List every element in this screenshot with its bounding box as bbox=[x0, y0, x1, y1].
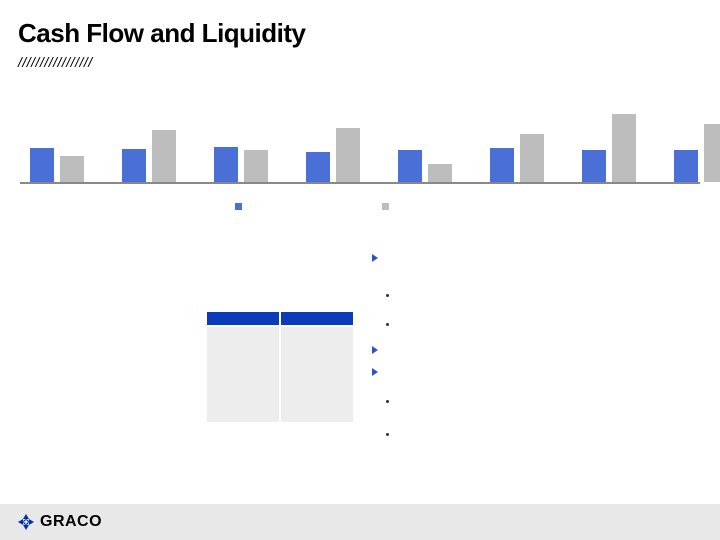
table-header-row bbox=[207, 312, 353, 325]
triangle-bullet-icon bbox=[372, 254, 378, 262]
bullet-list bbox=[372, 252, 692, 439]
bullet-item bbox=[372, 290, 692, 297]
table-body-cell bbox=[281, 327, 353, 422]
dot-bullet-icon bbox=[386, 294, 389, 297]
bar-series-b bbox=[152, 130, 176, 182]
triangle-bullet-icon bbox=[372, 368, 378, 376]
legend-swatch-a bbox=[235, 203, 242, 210]
bar-series-b bbox=[428, 164, 452, 182]
bar-series-a bbox=[674, 150, 698, 182]
page-title: Cash Flow and Liquidity bbox=[18, 18, 306, 49]
bar-series-a bbox=[214, 147, 238, 182]
chart-legend bbox=[235, 203, 389, 210]
bullet-item bbox=[372, 252, 692, 262]
graco-logo-icon bbox=[18, 514, 34, 530]
bullet-item bbox=[372, 429, 692, 436]
brand-logo: GRACO bbox=[18, 513, 102, 531]
bullet-item bbox=[372, 396, 692, 403]
table-body-row bbox=[207, 327, 353, 422]
chart-baseline bbox=[20, 182, 700, 184]
table-header-cell bbox=[207, 312, 279, 325]
triangle-bullet-icon bbox=[372, 346, 378, 354]
bar-series-a bbox=[398, 150, 422, 182]
bullet-item bbox=[372, 366, 692, 376]
brand-name: GRACO bbox=[40, 513, 102, 531]
dot-bullet-icon bbox=[386, 323, 389, 326]
legend-item-a bbox=[235, 203, 242, 210]
table-body-cell bbox=[207, 327, 279, 422]
bar-series-b bbox=[244, 150, 268, 182]
dot-bullet-icon bbox=[386, 433, 389, 436]
bar-series-b bbox=[60, 156, 84, 182]
cash-flow-bar-chart bbox=[20, 100, 700, 190]
bullet-item bbox=[372, 344, 692, 354]
bar-series-a bbox=[582, 150, 606, 182]
bar-series-a bbox=[490, 148, 514, 182]
bullet-item bbox=[372, 319, 692, 326]
bar-series-a bbox=[122, 149, 146, 182]
dot-bullet-icon bbox=[386, 400, 389, 403]
table-header-cell bbox=[281, 312, 353, 325]
footer-bar: GRACO bbox=[0, 504, 720, 540]
bar-series-b bbox=[336, 128, 360, 182]
bar-series-b bbox=[612, 114, 636, 182]
data-table bbox=[205, 310, 355, 424]
legend-item-b bbox=[382, 203, 389, 210]
bar-series-b bbox=[704, 124, 720, 182]
bar-series-b bbox=[520, 134, 544, 182]
bar-series-a bbox=[306, 152, 330, 182]
decorative-slashes: ///////////////// bbox=[18, 54, 93, 70]
legend-swatch-b bbox=[382, 203, 389, 210]
bar-series-a bbox=[30, 148, 54, 182]
